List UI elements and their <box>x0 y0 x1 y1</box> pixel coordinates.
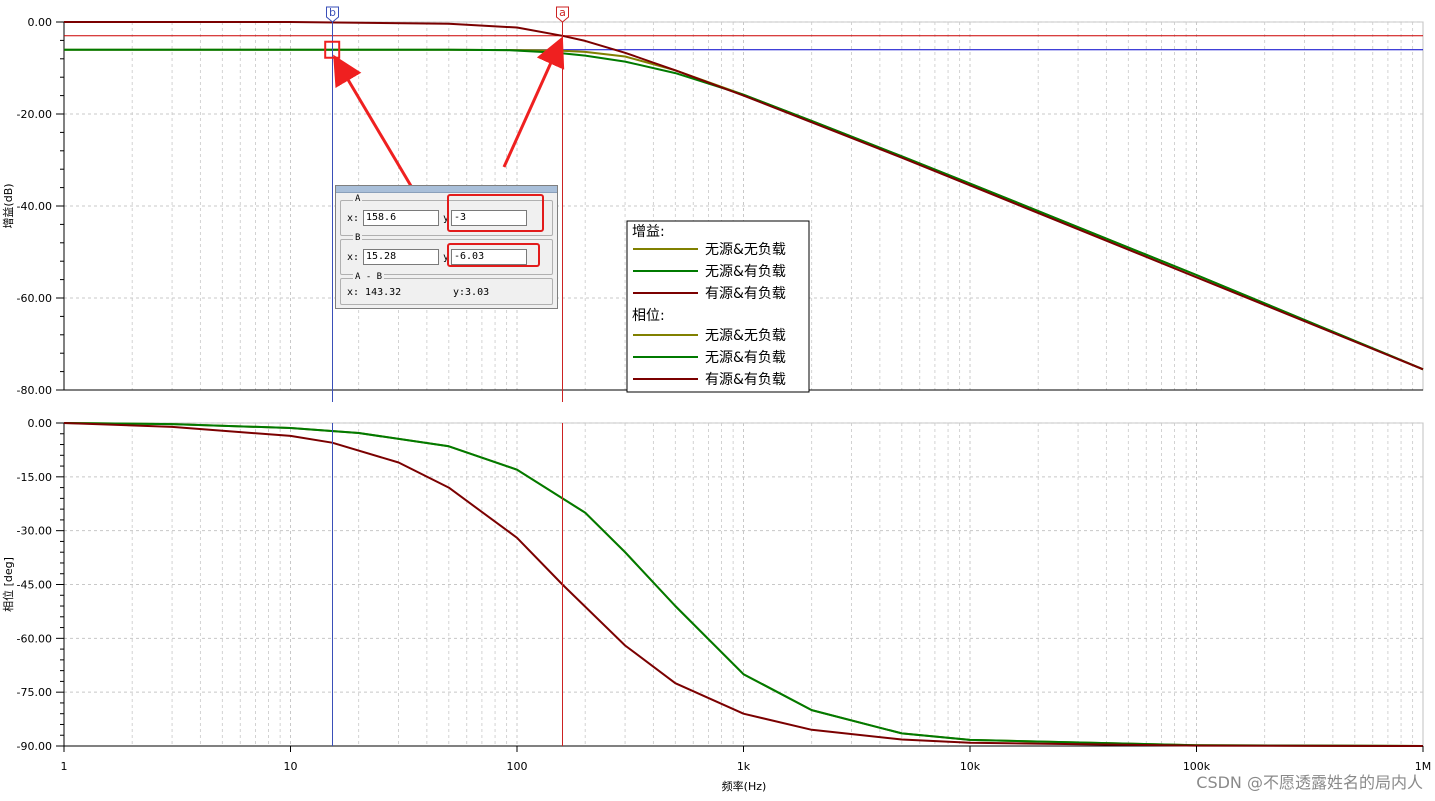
cursor-diff-group: A - B x: 143.32 y:3.03 <box>340 272 553 305</box>
cursor-flag-b <box>326 6 339 23</box>
legend-item: 有源&有负载 <box>705 372 786 388</box>
cursor-flag-label: a <box>559 6 566 19</box>
legend-gain-header: 增益: <box>632 224 665 240</box>
series-line-2 <box>64 21 1424 371</box>
highlight-box <box>447 243 540 267</box>
cursor-a-x-field[interactable]: 158.6 <box>363 210 439 226</box>
series-line-1 <box>63 422 1424 747</box>
legend-phase-header: 相位: <box>632 308 665 324</box>
cursor-b-label: B <box>353 233 363 243</box>
cursor-a-x-label: x: <box>347 213 360 224</box>
y-tick-label: -20.00 <box>17 108 52 121</box>
y-tick-label: -90.00 <box>17 740 52 753</box>
x-tick-label: 1 <box>61 760 68 773</box>
y-axis-label: 相位 [deg] <box>1 557 15 612</box>
highlight-box <box>324 40 341 59</box>
y-tick-label: -75.00 <box>17 686 52 699</box>
legend-item: 无源&无负载 <box>705 328 786 344</box>
cursor-b-x-label: x: <box>347 252 360 263</box>
x-tick-label: 100 <box>507 760 528 773</box>
legend-item: 有源&有负载 <box>705 286 786 302</box>
legend-item: 无源&有负载 <box>705 264 786 280</box>
cursor-b-x-field[interactable]: 15.28 <box>363 249 439 265</box>
y-tick-label: -60.00 <box>17 292 52 305</box>
cursor-flag-a <box>556 6 569 23</box>
y-tick-label: -30.00 <box>17 525 52 538</box>
y-tick-label: -15.00 <box>17 471 52 484</box>
y-tick-label: 0.00 <box>28 417 53 430</box>
phase-panel: 0.00 -15.00 -30.00 -45.00 -60.00 -75.00 -90.00… <box>1 417 1431 793</box>
cursor-b-group: B x: 15.28 y -6.03 <box>340 233 553 275</box>
cursor-a-y-field[interactable]: -3 <box>451 210 527 226</box>
cursor-a-y-label: y <box>443 213 450 224</box>
y-tick-label: -80.00 <box>17 384 52 397</box>
legend: 增益: 无源&无负载 无源&有负载 有源&有负载 相位: 无源&无负载 无源&有… <box>626 220 810 393</box>
x-axis-label: 频率(Hz) <box>722 779 767 793</box>
y-tick-label: -40.00 <box>17 200 52 213</box>
y-tick-label: 0.00 <box>28 16 53 29</box>
annotation-arrow <box>502 36 565 168</box>
cursor-diff-label: A - B <box>353 272 385 282</box>
cursor-diff-x: x: 143.32 <box>347 287 402 298</box>
series-line-2 <box>63 422 1424 747</box>
cursor-readout-panel[interactable]: A x: 158.6 y -3 B x: 15.28 y -6.03 A - B… <box>335 185 558 309</box>
series-line-1 <box>64 48 1424 371</box>
cursor-a-label: A <box>353 194 363 204</box>
cursor-b-y-label: y <box>443 252 450 263</box>
cursor-diff-y: y:3.03 <box>453 287 490 298</box>
x-tick-label: 10 <box>284 760 298 773</box>
x-tick-label: 1k <box>737 760 751 773</box>
highlight-box <box>447 194 544 232</box>
watermark: CSDN @不愿透露姓名的局内人 <box>1196 773 1423 792</box>
legend-item: 无源&无负载 <box>705 242 786 258</box>
cursor-flag-label: b <box>329 6 336 19</box>
y-tick-label: -60.00 <box>17 632 52 645</box>
x-tick-label: 1M <box>1415 760 1432 773</box>
y-tick-label: -45.00 <box>17 579 52 592</box>
y-axis-label: 增益(dB) <box>1 183 15 228</box>
cursor-panel-titlebar[interactable] <box>336 186 557 193</box>
x-tick-label: 100k <box>1183 760 1211 773</box>
cursor-b-y-field[interactable]: -6.03 <box>451 249 527 265</box>
x-tick-label: 10k <box>960 760 981 773</box>
legend-item: 无源&有负载 <box>705 350 786 366</box>
